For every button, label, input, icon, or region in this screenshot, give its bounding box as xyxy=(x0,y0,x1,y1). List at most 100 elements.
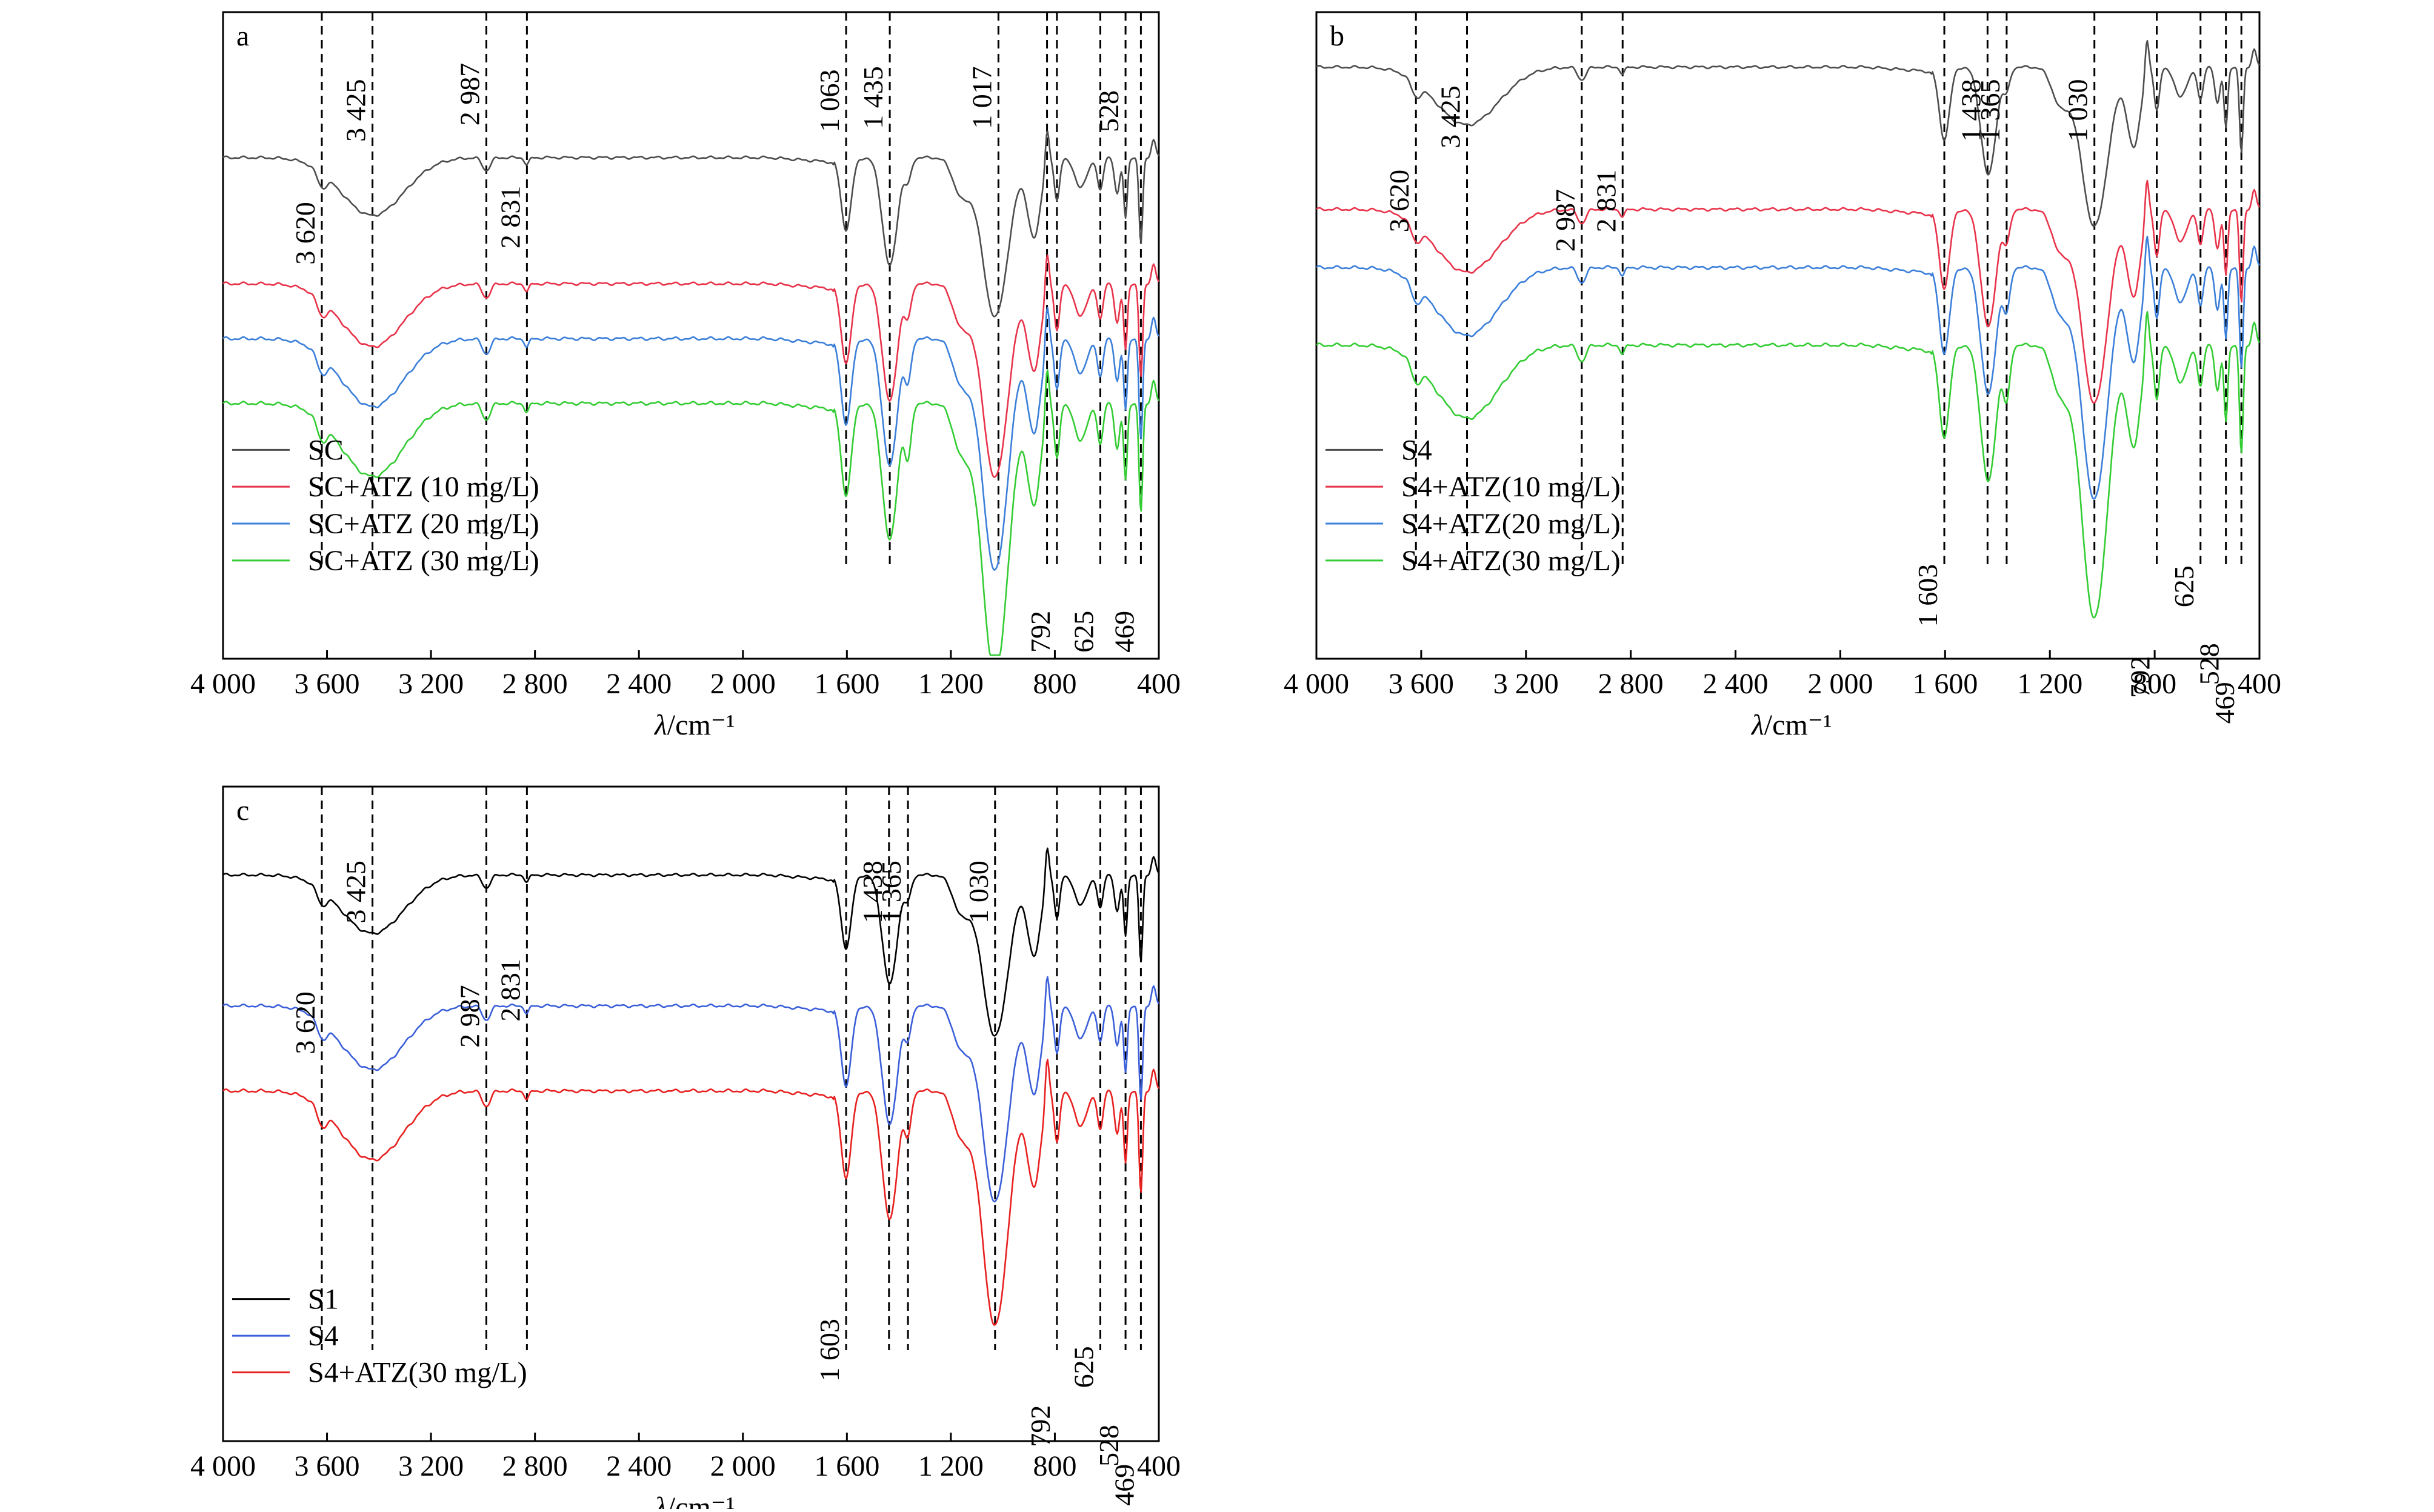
series-line xyxy=(1316,179,2261,404)
x-tick-label: 3 200 xyxy=(398,668,464,700)
peak-label: 3 620 xyxy=(290,202,321,265)
x-tick-label: 2 800 xyxy=(502,1450,568,1482)
peak-label: 3 425 xyxy=(341,79,372,142)
x-tick-label: 2 000 xyxy=(710,668,776,700)
x-tick-label: 1 200 xyxy=(918,668,984,700)
panel-letter: c xyxy=(236,794,249,827)
chart-panel-a: a 4 000 3 600 3 200 2 800 2 400 2 000 1 600 1 20… xyxy=(190,11,1181,741)
peak-label: 2 831 xyxy=(1590,170,1621,233)
peak-label: 2 987 xyxy=(455,63,485,126)
peak-label: 469 xyxy=(2209,682,2240,724)
legend-entry: SC+ATZ (10 mg/L) xyxy=(308,471,539,503)
peak-label: 1 438 xyxy=(1955,79,1986,142)
x-tick-label: 3 200 xyxy=(1493,668,1559,700)
panel-letter: a xyxy=(236,20,249,52)
peak-label: 1 435 xyxy=(858,66,889,129)
legend-entry: SC xyxy=(308,434,344,466)
legend-entry: S4+ATZ(10 mg/L) xyxy=(1401,471,1621,503)
x-tick-label: 3 600 xyxy=(295,1450,360,1482)
peak-label: 1 030 xyxy=(2062,79,2093,142)
peak-label: 2 831 xyxy=(495,959,525,1022)
peak-label: 792 xyxy=(1025,611,1056,653)
legend-entry: S4 xyxy=(1401,434,1432,466)
x-tick-label: 2 800 xyxy=(1598,668,1664,700)
x-tick-label: 1 200 xyxy=(2017,668,2082,700)
chart-panel-c: c 4 000 3 600 3 200 2 800 2 400 2 000 1 600 1 20… xyxy=(190,785,1181,1512)
series-line xyxy=(222,130,1160,318)
x-axis-label: λ/cm⁻¹ xyxy=(1750,709,1832,741)
x-tick-label: 1 600 xyxy=(1912,668,1978,700)
series-line xyxy=(222,369,1160,656)
series-line xyxy=(222,847,1160,1037)
peak-label: 625 xyxy=(2169,565,2199,607)
x-tick-label: 2 000 xyxy=(1807,668,1873,700)
x-tick-label: 400 xyxy=(2238,668,2281,700)
peak-label: 3 425 xyxy=(1435,85,1466,148)
x-tick-label: 4 000 xyxy=(190,1450,256,1482)
x-tick-label: 2 000 xyxy=(710,1450,776,1482)
x-axis-label: λ/cm⁻¹ xyxy=(653,1491,735,1509)
legend-entry: S4+ATZ(30 mg/L) xyxy=(308,1357,527,1389)
series-line xyxy=(222,254,1160,478)
x-tick-label: 2 400 xyxy=(606,668,672,700)
x-tick-label: 1 200 xyxy=(918,1450,984,1482)
x-tick-label: 2 400 xyxy=(1703,668,1769,700)
x-tick-label: 3 600 xyxy=(295,668,360,700)
x-tick-label: 1 600 xyxy=(814,668,879,700)
peak-label: 1 603 xyxy=(814,1319,845,1382)
x-tick-label: 400 xyxy=(1137,668,1181,700)
legend-entry: SC+ATZ (30 mg/L) xyxy=(308,545,539,577)
legend-entry: SC+ATZ (20 mg/L) xyxy=(308,508,539,540)
panel-letter: b xyxy=(1330,20,1344,52)
peak-label: 1 438 xyxy=(857,861,888,924)
x-axis-label: λ/cm⁻¹ xyxy=(653,709,735,741)
x-tick-label: 2 800 xyxy=(502,668,568,700)
peak-label: 2 987 xyxy=(1550,189,1581,252)
series-line xyxy=(222,1059,1160,1326)
x-tick-label: 3 600 xyxy=(1389,668,1454,700)
series-line xyxy=(1316,311,2261,619)
peak-label: 1 017 xyxy=(966,66,997,129)
plot-frame xyxy=(1315,11,2261,660)
peak-label: 528 xyxy=(2194,643,2225,685)
peak-label: 3 425 xyxy=(341,861,372,924)
legend-entry: S4 xyxy=(308,1320,339,1352)
legend-entry: S1 xyxy=(308,1284,339,1316)
peak-label: 3 620 xyxy=(1384,170,1415,233)
peak-label: 3 620 xyxy=(290,991,321,1054)
peak-label: 1 365 xyxy=(1975,79,2006,142)
legend-entry: S4+ATZ(30 mg/L) xyxy=(1401,545,1621,577)
x-tick-label: 4 000 xyxy=(190,668,256,700)
peak-label: 792 xyxy=(1025,1405,1056,1447)
x-tick-label: 1 600 xyxy=(814,1450,879,1482)
peak-label: 469 xyxy=(1109,1464,1139,1506)
series-line xyxy=(1316,39,2261,227)
peak-label: 1 603 xyxy=(1912,564,1943,627)
peak-label: 528 xyxy=(1093,1425,1124,1467)
peak-label: 2 831 xyxy=(495,186,525,249)
plot-frame xyxy=(222,785,1160,1442)
series-line xyxy=(222,307,1160,571)
peak-label: 1 063 xyxy=(814,70,845,133)
x-tick-label: 400 xyxy=(1137,1450,1181,1482)
chart-panel-b: b 4 000 3 600 3 200 2 800 2 400 2 000 1 600 1 20… xyxy=(1284,11,2281,741)
x-tick-label: 800 xyxy=(1033,1450,1076,1482)
x-tick-label: 3 200 xyxy=(398,1450,464,1482)
peak-label: 1 030 xyxy=(963,861,994,924)
peak-label: 625 xyxy=(1069,1346,1099,1388)
peak-label: 625 xyxy=(1069,611,1099,653)
peak-label: 528 xyxy=(1093,90,1124,132)
x-tick-label: 800 xyxy=(1033,668,1076,700)
peak-label: 1 365 xyxy=(876,861,907,924)
peak-label: 469 xyxy=(1109,611,1139,653)
series-line xyxy=(1316,235,2261,500)
peak-label: 792 xyxy=(2125,656,2156,698)
x-tick-label: 4 000 xyxy=(1284,668,1349,700)
legend-entry: S4+ATZ(20 mg/L) xyxy=(1401,508,1621,540)
x-tick-label: 800 xyxy=(2133,668,2176,700)
x-tick-label: 2 400 xyxy=(606,1450,672,1482)
series-line xyxy=(222,976,1160,1203)
peak-label: 2 987 xyxy=(455,985,485,1048)
